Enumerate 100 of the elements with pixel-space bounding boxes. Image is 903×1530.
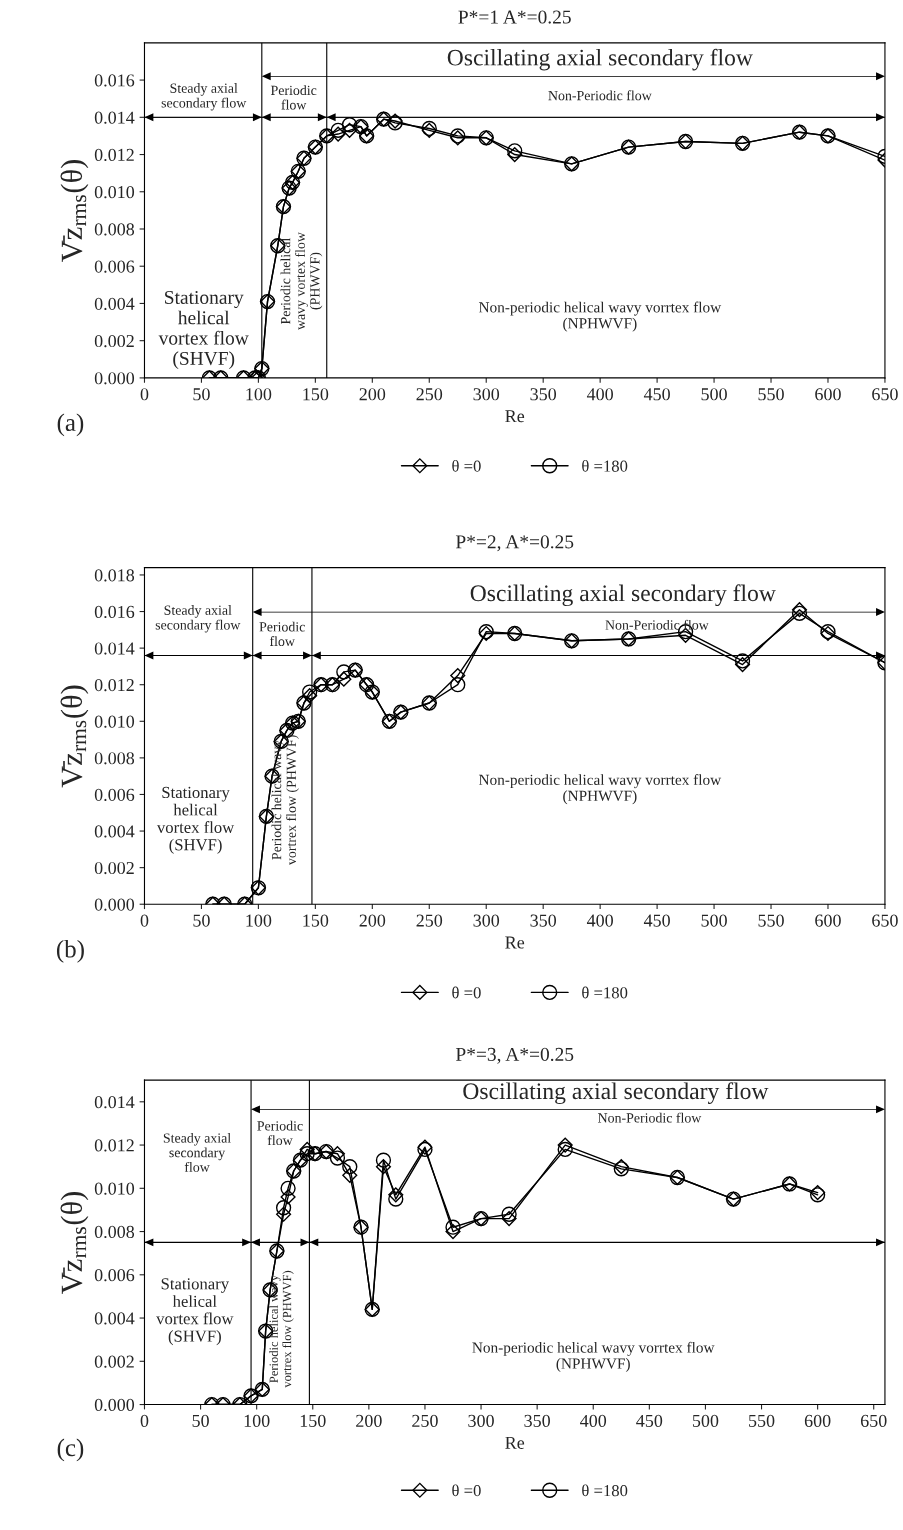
y-tick-label: 0.004 [94, 825, 135, 838]
y-tick-label: 0.010 [94, 715, 135, 728]
x-tick-label: 650 [872, 914, 898, 927]
legend-label: θ =180 [582, 459, 628, 472]
y-tick-label: 0.000 [94, 372, 135, 385]
x-tick-label: 100 [246, 388, 272, 401]
x-tick-label: 650 [872, 388, 898, 401]
x-tick-label: 450 [643, 914, 670, 927]
y-tick-label: 0.012 [94, 1139, 134, 1152]
annotation: Stationary helical vortex flow (SHVF) [156, 1278, 234, 1346]
text: (c) [57, 1438, 84, 1462]
x-axis-title: Re [505, 936, 525, 949]
x-tick-label: 300 [468, 1414, 494, 1427]
annotation: Non-periodic helical wavy vorrtex flow (NPHWVF) [478, 774, 722, 805]
annotation: Non-Periodic flow [548, 90, 652, 101]
x-tick-label: 550 [758, 914, 784, 927]
x-tick-label: 50 [193, 388, 210, 401]
x-tick-label: 0 [140, 1414, 149, 1427]
chart-title: P*=2, A*=0.25 [455, 535, 574, 552]
x-tick-label: 50 [192, 1414, 209, 1427]
annotation: Oscillating axial secondary flow [463, 1082, 769, 1105]
x-tick-label: 200 [359, 914, 386, 927]
annotation: Periodic helical wavy vortrex flow (PHWVF) [269, 1270, 294, 1388]
y-tick-label: 0.008 [94, 223, 135, 236]
legend-label: θ =180 [582, 986, 628, 999]
legend-label: θ =0 [452, 1484, 481, 1497]
x-axis-title: Re [505, 410, 525, 423]
legend-label: θ =0 [452, 986, 481, 999]
y-tick-label: 0.014 [94, 1096, 135, 1109]
y-tick-label: 0.006 [94, 260, 135, 273]
text: (a) [57, 413, 84, 437]
y-tick-label: 0.016 [94, 74, 135, 87]
x-tick-label: 50 [193, 914, 210, 927]
x-tick-label: 150 [300, 1414, 326, 1427]
legend-label: θ =0 [452, 459, 481, 472]
annotation: Periodic helical wavy vortex flow (PHWVF) [280, 232, 323, 331]
x-tick-label: 100 [246, 914, 272, 927]
x-tick-label: 650 [860, 1414, 887, 1427]
annotation: Oscillating axial secondary flow [470, 584, 776, 607]
x-tick-label: 300 [473, 914, 500, 927]
y-tick-label: 0.004 [94, 1312, 135, 1325]
x-tick-label: 100 [244, 1414, 270, 1427]
annotation: Stationary helical vortex flow (SHVF) [156, 786, 235, 854]
annotation: Non-periodic helical wavy vorrtex flow (NPHWVF) [478, 301, 722, 332]
x-tick-label: 400 [586, 388, 613, 401]
chart-title: P*=3, A*=0.25 [455, 1047, 574, 1064]
annotation: Periodic flow [257, 1120, 303, 1146]
text: (b) [56, 940, 84, 963]
x-tick-label: 600 [815, 914, 841, 927]
y-tick-label: 0.002 [94, 861, 134, 875]
y-tick-label: 0.000 [94, 898, 135, 911]
x-tick-label: 300 [473, 388, 500, 401]
annotation: Periodic flow [270, 85, 317, 110]
annotation: Non-periodic helical wavy vorrtex flow (NPHWVF) [472, 1341, 715, 1372]
x-tick-label: 500 [701, 388, 727, 401]
annotation: Oscillating axial secondary flow [447, 48, 753, 71]
annotation: Periodic flow [259, 621, 305, 647]
y-tick-label: 0.014 [94, 642, 135, 655]
y-tick-label: 0.010 [94, 186, 135, 199]
x-tick-label: 450 [636, 1414, 663, 1427]
y-tick-label: 0.006 [94, 788, 135, 801]
x-tick-label: 450 [643, 388, 670, 401]
legend-label: θ =180 [582, 1484, 628, 1497]
x-tick-label: 0 [140, 914, 149, 927]
x-axis-title: Re [505, 1436, 525, 1449]
annotation: Non-Periodic flow [597, 1112, 702, 1123]
x-tick-label: 550 [749, 1414, 775, 1427]
x-tick-label: 350 [530, 388, 557, 401]
y-tick-label: 0.018 [94, 569, 135, 582]
y-tick-label: 0.008 [94, 1225, 135, 1239]
x-tick-label: 250 [416, 388, 443, 401]
x-tick-label: 600 [804, 1414, 831, 1427]
x-tick-label: 400 [580, 1414, 607, 1427]
y-tick-label: 0.012 [94, 148, 134, 162]
x-tick-label: 200 [356, 1414, 382, 1427]
y-tick-label: 0.014 [94, 111, 135, 124]
y-tick-label: 0.008 [94, 752, 135, 765]
x-tick-label: 200 [359, 388, 386, 401]
x-tick-label: 0 [140, 388, 149, 401]
x-tick-label: 350 [524, 1414, 550, 1427]
annotation: Steady axial secondary flow [155, 605, 241, 633]
x-tick-label: 150 [303, 388, 329, 401]
y-axis-title: V̄z$_{rms}$(θ) [60, 160, 89, 262]
x-tick-label: 250 [416, 914, 443, 927]
y-axis-title: V̄z$_{rms}$(θ) [60, 1192, 89, 1294]
y-tick-label: 0.004 [94, 297, 135, 310]
y-tick-label: 0.002 [94, 1355, 134, 1368]
x-tick-label: 250 [412, 1414, 438, 1427]
x-tick-label: 600 [815, 388, 841, 401]
x-tick-label: 500 [701, 914, 727, 927]
x-tick-label: 500 [692, 1414, 719, 1427]
annotation: Steady axial secondary flow [161, 83, 247, 111]
annotation: Non-Periodic flow [605, 619, 709, 630]
y-tick-label: 0.006 [94, 1269, 135, 1282]
y-tick-label: 0.012 [94, 678, 134, 692]
y-tick-label: 0.016 [94, 605, 135, 619]
y-tick-label: 0.002 [94, 334, 134, 348]
x-tick-label: 350 [530, 914, 557, 927]
x-tick-label: 150 [303, 914, 329, 927]
y-axis-title: V̄z$_{rms}$(θ) [60, 685, 89, 788]
